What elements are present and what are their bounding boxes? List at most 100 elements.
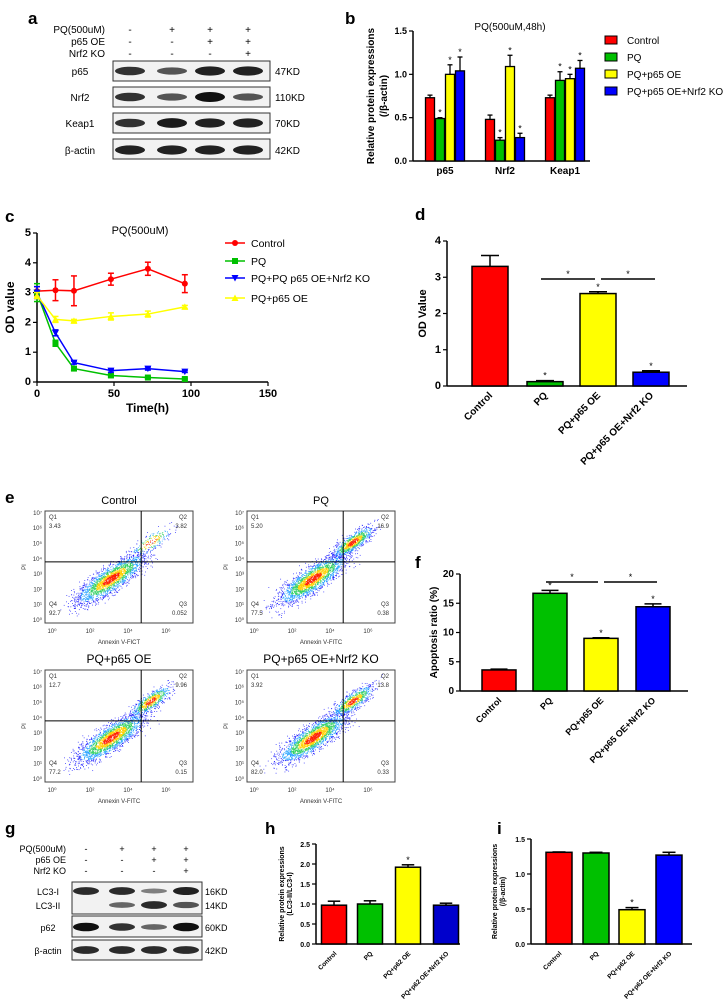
event-dot <box>313 584 315 586</box>
event-dot <box>283 593 285 595</box>
event-dot <box>101 591 103 593</box>
event-dot <box>118 577 120 579</box>
event-dot <box>108 581 109 583</box>
event-dot <box>334 566 336 567</box>
event-dot <box>327 566 329 568</box>
event-dot <box>120 570 122 572</box>
event-dot <box>321 569 323 571</box>
event-dot <box>112 588 114 589</box>
event-dot <box>141 548 143 550</box>
event-dot <box>117 562 119 564</box>
event-dot <box>320 578 321 580</box>
event-dot <box>83 605 85 607</box>
significance-star: * <box>558 62 562 72</box>
event-dot <box>331 562 333 564</box>
event-dot <box>126 558 128 560</box>
event-dot <box>297 590 299 591</box>
event-dot <box>323 582 325 583</box>
event-dot <box>70 610 71 612</box>
event-dot <box>87 602 88 604</box>
event-dot <box>327 582 329 584</box>
event-dot <box>114 591 115 593</box>
bar <box>471 265 509 387</box>
event-dot <box>299 591 300 593</box>
event-dot <box>317 594 318 596</box>
event-dot <box>301 591 303 593</box>
event-dot <box>139 564 140 565</box>
event-dot <box>114 567 116 568</box>
event-dot <box>147 568 148 569</box>
event-dot <box>119 589 121 591</box>
event-dot <box>107 590 109 592</box>
event-dot <box>308 587 310 589</box>
event-dot <box>159 539 160 541</box>
event-dot <box>113 579 115 581</box>
event-dot <box>322 572 324 573</box>
event-dot <box>93 589 95 591</box>
event-dot <box>97 599 99 601</box>
event-dot <box>146 560 148 562</box>
event-dot <box>292 584 294 586</box>
event-dot <box>310 581 312 583</box>
event-dot <box>143 544 145 546</box>
event-dot <box>273 606 275 608</box>
event-dot <box>136 566 138 568</box>
event-dot <box>295 597 297 599</box>
event-dot <box>273 600 275 602</box>
event-dot <box>315 566 317 568</box>
event-dot <box>91 595 93 596</box>
event-dot <box>326 566 328 568</box>
event-dot <box>295 593 296 594</box>
event-dot <box>144 548 146 550</box>
event-dot <box>329 574 331 576</box>
event-dot <box>309 576 311 578</box>
event-dot <box>110 574 112 576</box>
event-dot <box>306 583 308 585</box>
y-tick-label: 1 <box>25 346 31 358</box>
event-dot <box>88 586 89 588</box>
event-dot <box>110 575 111 577</box>
event-dot <box>324 577 326 579</box>
event-dot <box>137 551 139 553</box>
event-dot <box>129 578 131 580</box>
event-dot <box>300 588 302 589</box>
event-dot <box>298 588 300 590</box>
event-dot <box>323 591 325 593</box>
y-tick-label: 10⁷ <box>33 510 42 517</box>
event-dot <box>107 575 109 576</box>
event-dot <box>325 565 327 567</box>
event-dot <box>92 593 94 595</box>
event-dot <box>116 575 118 577</box>
event-dot <box>323 574 325 576</box>
significance-star: * <box>406 855 410 865</box>
event-dot <box>321 572 323 573</box>
event-dot <box>103 568 105 569</box>
event-dot <box>116 584 118 586</box>
event-dot <box>319 580 321 582</box>
y-tick-label: 1.5 <box>394 26 407 36</box>
event-dot <box>343 564 345 566</box>
event-dot <box>136 566 138 567</box>
event-dot <box>121 562 122 564</box>
bar <box>454 70 466 162</box>
event-dot <box>325 581 327 583</box>
event-dot <box>319 574 320 576</box>
event-dot <box>321 583 323 585</box>
event-dot <box>103 576 105 578</box>
event-dot <box>322 570 324 572</box>
event-dot <box>321 573 323 575</box>
event-dot <box>104 580 106 582</box>
event-dot <box>97 589 99 590</box>
event-dot <box>108 583 110 585</box>
event-dot <box>130 573 131 574</box>
event-dot <box>298 605 299 607</box>
event-dot <box>109 589 111 590</box>
event-dot <box>98 589 100 591</box>
event-dot <box>333 570 335 572</box>
event-dot <box>100 588 102 590</box>
event-dot <box>321 577 323 579</box>
data-point-square <box>232 258 238 264</box>
event-dot <box>130 572 132 574</box>
event-dot <box>113 581 115 583</box>
event-dot <box>318 571 320 572</box>
